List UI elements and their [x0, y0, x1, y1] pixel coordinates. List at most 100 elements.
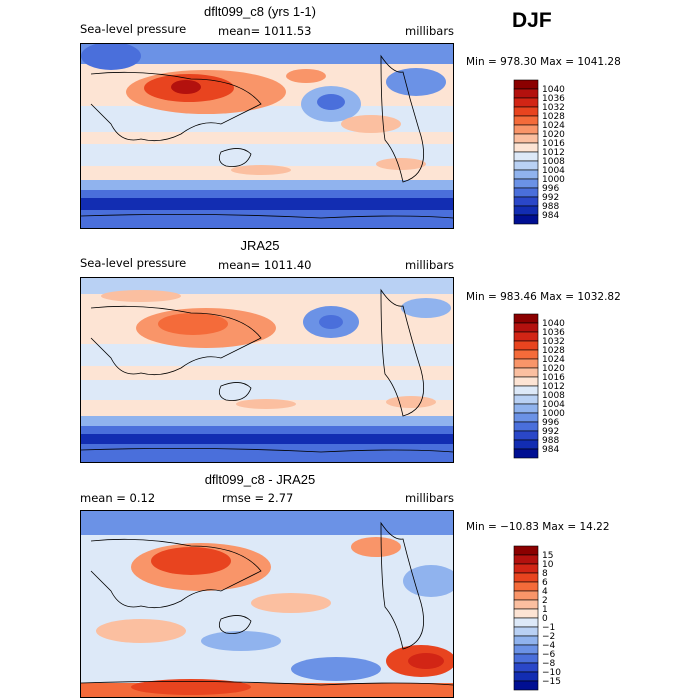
colorbar-tick-label: 988: [542, 202, 559, 212]
colorbar-swatch: [513, 79, 539, 90]
colorbar-tick-label: 992: [542, 193, 559, 203]
colorbar-swatch: [513, 322, 539, 333]
colorbar-swatch: [513, 196, 539, 207]
colorbar-tick-label: 1024: [542, 121, 565, 131]
colorbar-swatch: [513, 421, 539, 432]
panel-title: dflt099_c8 (yrs 1-1): [204, 4, 316, 19]
colorbar-tick-label: 988: [542, 436, 559, 446]
colorbar-tick-label: 1028: [542, 346, 565, 356]
colorbar-swatch: [513, 349, 539, 360]
colorbar-swatch: [513, 160, 539, 171]
colorbar-tick-label: 1004: [542, 166, 565, 176]
colorbar-swatch: [513, 142, 539, 153]
colorbar: 1040 1036 1032 1028 1024 1020 1016 1012 1008 1004…: [513, 313, 584, 460]
colorbar-swatch: [513, 376, 539, 387]
colorbar-swatch: [513, 331, 539, 342]
mean-label: mean= 1011.53: [218, 24, 312, 38]
colorbar-swatch: [513, 572, 539, 583]
colorbar-tick-label: −1: [542, 623, 555, 633]
colorbar-swatch: [513, 608, 539, 619]
panel-title: JRA25: [240, 238, 280, 253]
colorbar-tick-label: 1016: [542, 373, 565, 383]
slp-map-obs: [80, 277, 454, 463]
colorbar-swatch: [513, 169, 539, 180]
colorbar-tick-label: 1028: [542, 112, 565, 122]
colorbar-tick-label: 1020: [542, 130, 565, 140]
colorbar-swatch: [513, 403, 539, 414]
slp-diff-map: [80, 510, 454, 698]
colorbar-swatch: [513, 439, 539, 450]
colorbar-tick-label: 10: [542, 560, 554, 570]
units-label: millibars: [405, 24, 455, 38]
colorbar-tick-label: 1008: [542, 157, 565, 167]
variable-label: Sea-level pressure: [80, 22, 187, 36]
variable-label: Sea-level pressure: [80, 256, 187, 270]
colorbar-swatch: [513, 412, 539, 423]
colorbar-swatch: [513, 106, 539, 117]
rmse-label: rmse = 2.77: [222, 491, 294, 505]
colorbar-tick-label: −6: [542, 650, 556, 660]
colorbar-swatch: [513, 394, 539, 405]
colorbar-swatch: [513, 590, 539, 601]
colorbar-tick-label: 996: [542, 184, 559, 194]
colorbar-swatch: [513, 178, 539, 189]
colorbar-swatch: [513, 635, 539, 646]
mean-label: mean= 1011.40: [218, 258, 312, 272]
colorbar-swatch: [513, 88, 539, 99]
colorbar-tick-label: 1012: [542, 148, 565, 158]
colorbar-swatch: [513, 385, 539, 396]
colorbar-swatch: [513, 599, 539, 610]
colorbar-tick-label: 1036: [542, 328, 565, 338]
colorbar-tick-label: 1012: [542, 382, 565, 392]
colorbar-swatch: [513, 448, 539, 459]
colorbar-tick-label: 15: [542, 551, 553, 561]
colorbar-swatch: [513, 430, 539, 441]
colorbar-swatch: [513, 626, 539, 637]
colorbar-swatch: [513, 554, 539, 565]
colorbar-tick-label: 0: [542, 614, 548, 624]
colorbar-swatch: [513, 581, 539, 592]
min-max-label: Min = −10.83 Max = 14.22: [466, 521, 610, 533]
colorbar-tick-label: −15: [542, 677, 561, 687]
units-label: millibars: [405, 258, 455, 272]
colorbar: 1040 1036 1032 1028 1024 1020 1016 1012 1008 1004…: [513, 79, 584, 226]
colorbar-tick-label: 1020: [542, 364, 565, 374]
mean-label: mean = 0.12: [80, 491, 156, 505]
colorbar-tick-label: 992: [542, 427, 559, 437]
season-label: DJF: [512, 9, 552, 32]
colorbar-swatch: [513, 124, 539, 135]
colorbar-swatch: [513, 151, 539, 162]
units-label: millibars: [405, 491, 455, 505]
colorbar-tick-label: 1: [542, 605, 548, 615]
colorbar-tick-label: −4: [542, 641, 556, 651]
colorbar-tick-label: 984: [542, 211, 559, 221]
colorbar-tick-label: 1008: [542, 391, 565, 401]
colorbar-tick-label: 1004: [542, 400, 565, 410]
colorbar-swatch: [513, 367, 539, 378]
slp-map-model: [80, 43, 454, 229]
colorbar-tick-label: 1032: [542, 337, 565, 347]
colorbar-tick-label: 1040: [542, 319, 565, 329]
colorbar-swatch: [513, 115, 539, 126]
colorbar-swatch: [513, 563, 539, 574]
colorbar-swatch: [513, 662, 539, 673]
colorbar-tick-label: 1032: [542, 103, 565, 113]
panel-title: dflt099_c8 - JRA25: [204, 472, 316, 487]
colorbar-tick-label: 984: [542, 445, 559, 455]
colorbar-swatch: [513, 644, 539, 655]
min-max-label: Min = 983.46 Max = 1032.82: [466, 291, 621, 303]
colorbar-swatch: [513, 313, 539, 324]
colorbar-swatch: [513, 97, 539, 108]
colorbar-swatch: [513, 187, 539, 198]
colorbar: 15 10 8 6 4 2 1 0 −1 −2 −4 −6 −8 −10 −15: [513, 545, 584, 692]
colorbar-tick-label: 1040: [542, 85, 565, 95]
colorbar-tick-label: 6: [542, 578, 548, 588]
colorbar-tick-label: 1000: [542, 409, 565, 419]
colorbar-tick-label: 8: [542, 569, 548, 579]
colorbar-swatch: [513, 214, 539, 225]
colorbar-tick-label: 1036: [542, 94, 565, 104]
colorbar-swatch: [513, 671, 539, 682]
colorbar-swatch: [513, 653, 539, 664]
colorbar-tick-label: 1000: [542, 175, 565, 185]
colorbar-tick-label: 1024: [542, 355, 565, 365]
